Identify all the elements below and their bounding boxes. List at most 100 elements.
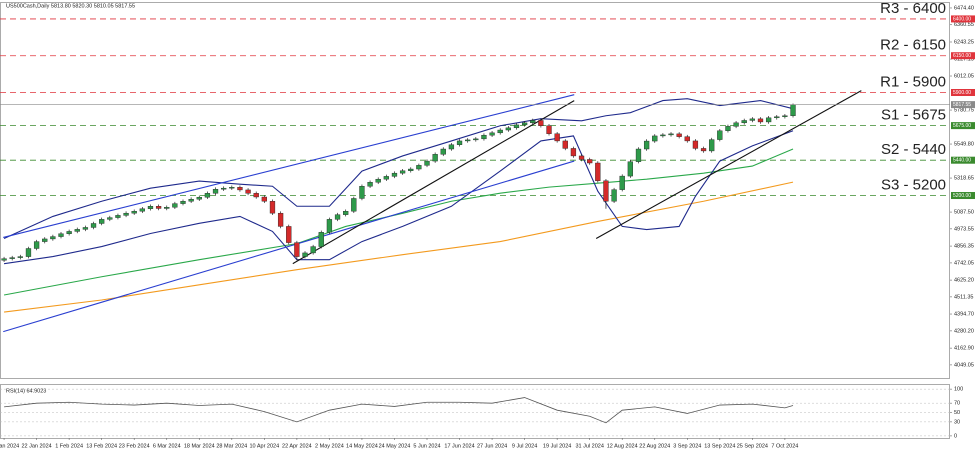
y-tick-label: 5549.80	[954, 141, 974, 147]
candle-body	[99, 219, 105, 224]
candle-body	[782, 115, 788, 117]
indicator-line	[292, 100, 575, 265]
indicator-line	[3, 160, 575, 333]
candle-body	[530, 120, 536, 124]
candle-body	[749, 118, 755, 121]
chart-title: US500Cash,Daily 5813.80 5820.30 5810.05 …	[6, 3, 135, 9]
candle-body	[521, 122, 528, 126]
y-tick-label: 4049.05	[954, 362, 974, 368]
y-tick-label: 50	[954, 410, 960, 416]
candle-body	[204, 193, 211, 198]
x-tick-label: 14 May 2024	[346, 443, 378, 449]
candle-body	[546, 125, 552, 134]
x-tick-label: 25 Sep 2024	[737, 443, 768, 449]
level-axis-label: 5200.00	[953, 193, 971, 199]
candle-body	[465, 139, 471, 142]
candle-body	[635, 148, 642, 162]
level-axis-label: 5675.00	[953, 123, 971, 129]
level-label: R1 - 5900	[880, 74, 946, 91]
candle-body	[253, 193, 259, 198]
candle-body	[652, 135, 658, 142]
candle-body	[383, 176, 389, 180]
candle-body	[587, 159, 593, 164]
indicator-line	[3, 94, 575, 238]
level-axis-label: 6150.00	[953, 53, 971, 59]
rsi-title: RSI(14) 64.9023	[6, 388, 46, 394]
y-tick-label: 6474.40	[954, 5, 974, 11]
last-price-box	[951, 101, 975, 109]
y-tick-label: 0	[954, 433, 957, 439]
indicator-line	[4, 181, 794, 313]
level-axis-label: 5440.00	[953, 158, 971, 164]
candle-body	[733, 122, 739, 127]
candle-body	[505, 127, 511, 131]
x-tick-label: 22 Jan 2024	[21, 443, 51, 449]
level-axis-box	[951, 89, 975, 97]
candle-body	[196, 197, 202, 200]
candle-body	[448, 144, 455, 150]
level-label: S1 - 5675	[881, 107, 946, 124]
x-tick-label: 10 Apr 2024	[250, 443, 280, 449]
x-tick-label: 5 Jun 2024	[413, 443, 440, 449]
x-tick-label: 23 Feb 2024	[119, 443, 150, 449]
candle-body	[741, 120, 747, 124]
candle-body	[58, 233, 64, 237]
x-tick-label: 13 Feb 2024	[86, 443, 117, 449]
x-tick-label: 7 Oct 2024	[771, 443, 798, 449]
candle-body	[408, 168, 414, 171]
candle-body	[424, 160, 430, 166]
y-tick-label: 5318.65	[954, 176, 974, 182]
candle-body	[221, 187, 227, 190]
candle-body	[473, 138, 479, 141]
candle-body	[603, 180, 609, 202]
candle-body	[684, 136, 690, 142]
candle-body	[107, 217, 113, 220]
candle-body	[627, 161, 633, 177]
x-tick-label: 3 Sep 2024	[673, 443, 701, 449]
candle-body	[359, 186, 365, 199]
indicator-line	[3, 98, 794, 239]
level-axis-label: 6400.00	[953, 16, 971, 22]
candle-body	[261, 196, 267, 202]
candle-body	[139, 208, 145, 212]
candle-body	[765, 117, 772, 123]
y-tick-label: 5087.50	[954, 210, 974, 216]
candle-body	[416, 165, 422, 170]
x-tick-label: 1 Feb 2024	[55, 443, 83, 449]
candle-body	[595, 162, 601, 182]
x-tick-label: 18 Mar 2024	[184, 443, 215, 449]
candle-body	[115, 215, 121, 218]
candle-body	[489, 132, 495, 136]
y-tick-label: 6243.25	[954, 39, 974, 45]
candle-body	[334, 214, 341, 220]
candle-body	[245, 189, 251, 194]
candle-body	[562, 140, 568, 149]
y-tick-label: 70	[954, 401, 960, 407]
candle-body	[310, 246, 316, 254]
candle-body	[147, 206, 154, 209]
candle-body	[611, 189, 617, 202]
x-tick-label: 27 Jun 2024	[477, 443, 507, 449]
y-tick-label: 4742.05	[954, 260, 974, 266]
candle-body	[180, 201, 186, 204]
level-label: S2 - 5440	[881, 141, 946, 158]
y-tick-label: 100	[954, 387, 963, 393]
candle-body	[497, 129, 503, 134]
candle-body	[42, 238, 48, 242]
last-price-label: 5817.55	[953, 102, 971, 108]
x-tick-label: 19 Jul 2024	[543, 443, 571, 449]
candle-body	[774, 116, 780, 119]
candle-body	[74, 229, 80, 232]
candle-body	[212, 188, 219, 194]
candle-body	[33, 241, 40, 249]
y-tick-label: 6012.05	[954, 73, 974, 79]
candle-body	[318, 232, 324, 247]
candle-body	[343, 211, 349, 215]
candle-body	[440, 148, 446, 155]
y-tick-label: 6360.55	[954, 22, 974, 28]
x-tick-label: 17 Jun 2024	[444, 443, 474, 449]
indicator-line	[3, 130, 794, 265]
candle-body	[351, 198, 357, 212]
